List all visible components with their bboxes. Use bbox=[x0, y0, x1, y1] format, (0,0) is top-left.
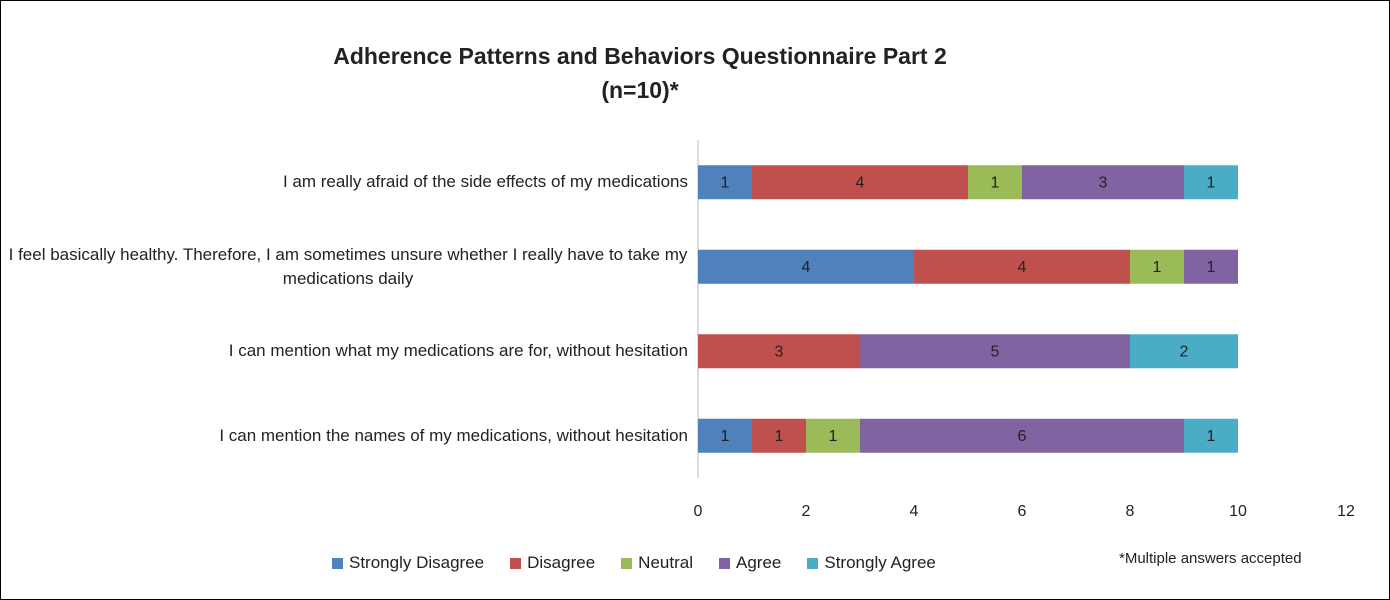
data-label: 1 bbox=[721, 174, 730, 191]
data-label: 1 bbox=[1207, 428, 1216, 445]
data-label: 4 bbox=[856, 174, 865, 191]
bar-segment bbox=[1130, 249, 1184, 284]
data-label: 4 bbox=[1018, 259, 1027, 276]
data-label: 1 bbox=[1207, 259, 1216, 276]
legend-label: Disagree bbox=[527, 553, 596, 572]
data-label: 1 bbox=[991, 174, 1000, 191]
legend-item: Strongly Disagree bbox=[332, 553, 484, 573]
bar-segment bbox=[1130, 334, 1238, 369]
legend-swatch bbox=[510, 557, 522, 569]
data-label: 5 bbox=[991, 343, 1000, 360]
legend-item: Agree bbox=[718, 553, 782, 573]
x-tick-label: 4 bbox=[910, 503, 919, 520]
data-label: 3 bbox=[1099, 174, 1108, 191]
bar-segment bbox=[752, 418, 806, 453]
bar-segment bbox=[914, 249, 1130, 284]
data-label: 3 bbox=[775, 343, 784, 360]
data-label: 1 bbox=[775, 428, 784, 445]
data-label: 1 bbox=[829, 428, 838, 445]
legend-swatch bbox=[332, 557, 343, 569]
legend-label: Neutral bbox=[638, 553, 693, 572]
legend-label: Strongly Disagree bbox=[349, 553, 485, 572]
data-label: 1 bbox=[721, 428, 730, 445]
data-label: 1 bbox=[1153, 259, 1162, 276]
bar-segment bbox=[806, 418, 860, 453]
chart-subtitle: (n=10)* bbox=[601, 77, 678, 103]
bar-segment bbox=[698, 334, 860, 369]
legend: Strongly Disagree Disagree Neutral Agree Str… bbox=[332, 553, 936, 573]
bar-segment bbox=[752, 165, 968, 200]
annotation: *Multiple answers accepted bbox=[1119, 550, 1302, 567]
bar-segment bbox=[698, 418, 752, 453]
data-label: 6 bbox=[1018, 428, 1027, 445]
data-label: 1 bbox=[1207, 174, 1216, 191]
y-tick-label: I can mention what my medications are fo… bbox=[228, 341, 688, 361]
x-tick-label: 12 bbox=[1337, 503, 1355, 520]
bar-segment bbox=[860, 334, 1130, 369]
legend-swatch bbox=[807, 557, 819, 569]
bar-segment bbox=[698, 165, 752, 200]
x-tick-label: 6 bbox=[1018, 503, 1027, 520]
y-tick-label: I feel basically healthy. Therefore, I a… bbox=[8, 244, 688, 288]
data-label: 2 bbox=[1180, 343, 1189, 360]
x-tick-label: 2 bbox=[802, 503, 811, 520]
legend-label: Strongly Agree bbox=[824, 553, 936, 572]
legend-swatch bbox=[621, 557, 633, 569]
legend-label: Agree bbox=[735, 553, 782, 572]
bar-segment bbox=[860, 418, 1184, 453]
bar-segment bbox=[968, 165, 1022, 200]
bar-segment bbox=[1184, 165, 1238, 200]
bar-segment bbox=[1184, 249, 1238, 284]
bar-segment bbox=[698, 249, 914, 284]
legend-swatch bbox=[718, 557, 730, 569]
x-tick-label: 10 bbox=[1229, 503, 1247, 520]
x-tick-label: 0 bbox=[694, 503, 703, 520]
x-tick-label: 8 bbox=[1126, 503, 1135, 520]
bar-segment bbox=[1184, 418, 1238, 453]
legend-item: Disagree bbox=[510, 553, 595, 573]
legend-item: Strongly Agree bbox=[807, 553, 936, 573]
bar-segment bbox=[1022, 165, 1184, 200]
y-tick-label: I can mention the names of my medication… bbox=[219, 425, 688, 445]
legend-item: Neutral bbox=[621, 553, 693, 573]
chart-title: Adherence Patterns and Behaviors Questio… bbox=[333, 43, 947, 69]
y-tick-label: I am really afraid of the side effects o… bbox=[282, 172, 688, 192]
data-label: 4 bbox=[802, 259, 811, 276]
